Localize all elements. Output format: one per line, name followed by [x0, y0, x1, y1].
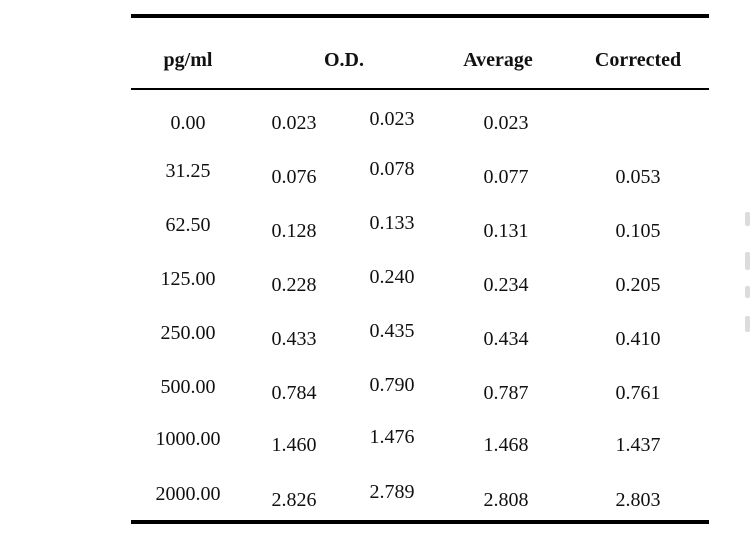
cell-average: 0.434 — [483, 328, 529, 350]
cell-od-2: 0.133 — [369, 212, 415, 234]
cell-corrected: 2.803 — [615, 489, 661, 511]
edge-artifact — [745, 286, 750, 298]
cell-corrected: 0.105 — [615, 220, 661, 242]
cell-od-2: 0.078 — [369, 158, 415, 180]
cell-concentration: 1000.00 — [155, 428, 221, 450]
cell-corrected: 0.410 — [615, 328, 661, 350]
cell-od-1: 0.784 — [271, 382, 317, 404]
header-od: O.D. — [324, 49, 364, 71]
table-bottom-rule — [131, 520, 709, 524]
cell-concentration: 125.00 — [160, 268, 216, 290]
header-rule — [131, 88, 709, 90]
cell-average: 0.023 — [483, 112, 529, 134]
cell-average: 0.077 — [483, 166, 529, 188]
cell-od-2: 0.023 — [369, 108, 415, 130]
edge-artifact — [745, 252, 750, 270]
cell-od-1: 0.228 — [271, 274, 317, 296]
header-average: Average — [463, 49, 533, 71]
cell-corrected: 0.761 — [615, 382, 661, 404]
cell-average: 2.808 — [483, 489, 529, 511]
edge-artifact — [745, 316, 750, 332]
cell-corrected: 0.053 — [615, 166, 661, 188]
cell-concentration: 62.50 — [165, 214, 211, 236]
cell-concentration: 2000.00 — [155, 483, 221, 505]
cell-od-1: 0.076 — [271, 166, 317, 188]
cell-od-2: 0.790 — [369, 374, 415, 396]
cell-average: 0.234 — [483, 274, 529, 296]
cell-od-1: 2.826 — [271, 489, 317, 511]
cell-od-2: 2.789 — [369, 481, 415, 503]
cell-corrected: 0.205 — [615, 274, 661, 296]
cell-concentration: 250.00 — [160, 322, 216, 344]
table-top-rule — [131, 14, 709, 18]
cell-od-1: 0.023 — [271, 112, 317, 134]
cell-concentration: 0.00 — [170, 112, 206, 134]
cell-od-2: 0.240 — [369, 266, 415, 288]
edge-artifact — [745, 212, 750, 226]
cell-average: 1.468 — [483, 434, 529, 456]
cell-od-1: 0.433 — [271, 328, 317, 350]
cell-od-2: 1.476 — [369, 426, 415, 448]
cell-corrected: 1.437 — [615, 434, 661, 456]
header-concentration: pg/ml — [163, 49, 213, 71]
cell-od-1: 0.128 — [271, 220, 317, 242]
cell-od-1: 1.460 — [271, 434, 317, 456]
cell-average: 0.787 — [483, 382, 529, 404]
cell-concentration: 500.00 — [160, 376, 216, 398]
cell-od-2: 0.435 — [369, 320, 415, 342]
cell-concentration: 31.25 — [165, 160, 211, 182]
cell-average: 0.131 — [483, 220, 529, 242]
header-corrected: Corrected — [594, 49, 682, 71]
